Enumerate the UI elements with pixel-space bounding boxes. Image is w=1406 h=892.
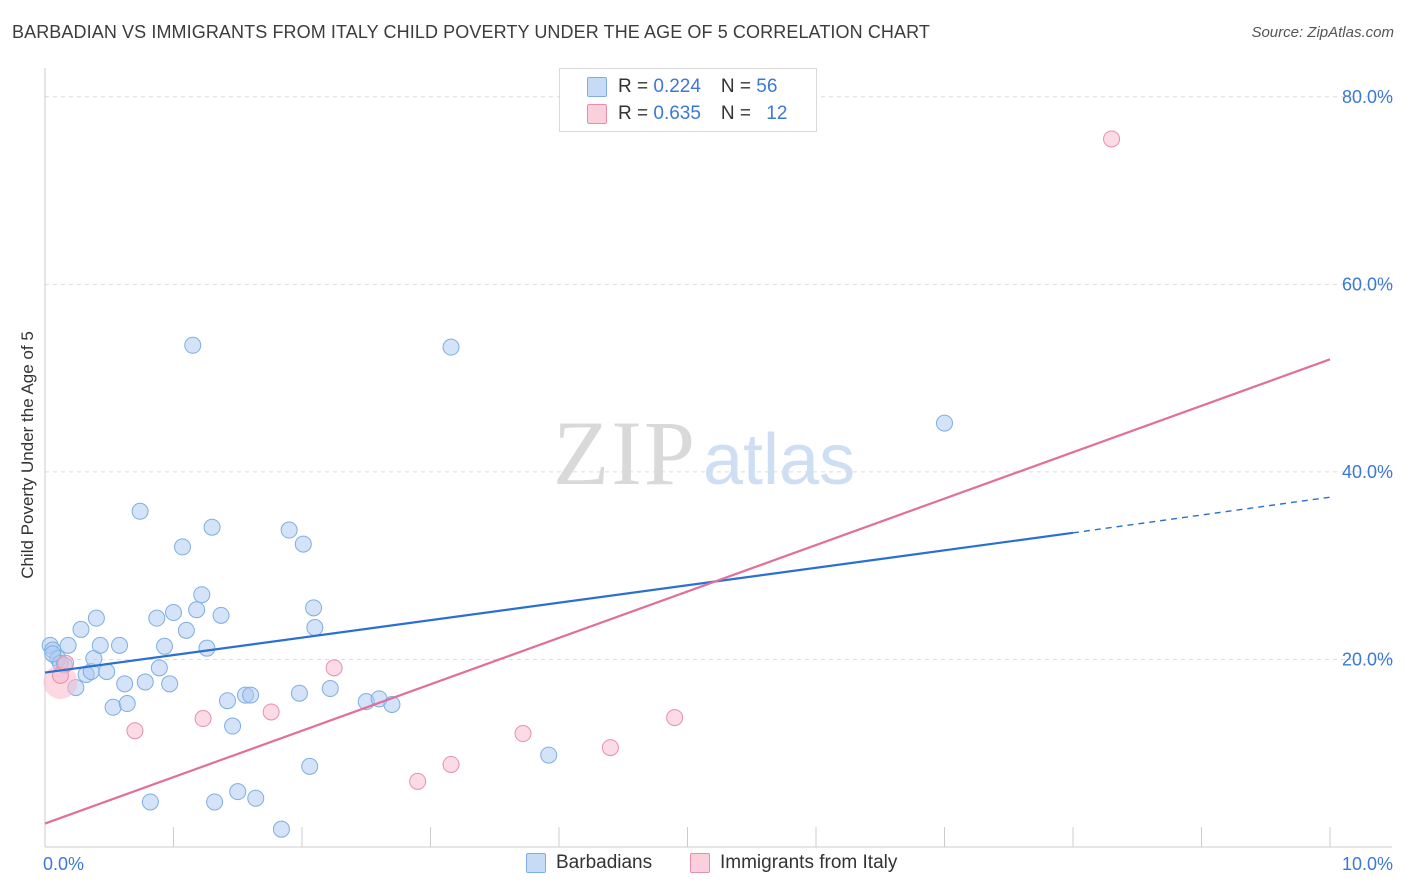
barbadian-point-14 (111, 636, 129, 654)
barbadian-point-30 (198, 639, 216, 657)
barbadian-point-45 (305, 599, 323, 617)
barbadian-point-23 (161, 675, 179, 693)
barbadian-point-35 (224, 717, 242, 735)
barbadian-point-25 (173, 538, 191, 556)
barbadian-point-20 (148, 609, 166, 627)
italy-point-2 (126, 722, 144, 740)
chart-title: BARBADIAN VS IMMIGRANTS FROM ITALY CHILD… (12, 22, 930, 42)
barbadian-point-15 (116, 675, 134, 693)
barbadian-point-26 (177, 621, 195, 639)
barbadian-point-17 (131, 502, 149, 520)
barbadian-point-36 (229, 783, 247, 801)
barbadian-point-10 (87, 609, 105, 627)
barbadian-point-18 (136, 673, 154, 691)
italy-point-8 (514, 725, 532, 743)
italy-point-4 (262, 703, 280, 721)
italy-point-6 (409, 772, 427, 790)
legend-swatch-barbadians-icon (526, 853, 546, 873)
legend-swatch-italy-icon (690, 853, 710, 873)
watermark: ZIPatlas (553, 400, 855, 506)
barbadian-point-33 (212, 606, 230, 624)
barbadian-point-24 (165, 604, 182, 622)
legend-item-italy[interactable]: Immigrants from Italy (690, 852, 897, 874)
stats-text: R = 0.224 N = 56 (618, 76, 778, 97)
barbadian-point-44 (301, 757, 319, 775)
barbadian-point-27 (184, 336, 202, 354)
barbadian-point-21 (150, 659, 168, 677)
barbadian-point-19 (141, 793, 159, 811)
barbadian-point-54 (44, 645, 62, 663)
barbadian-point-13 (104, 698, 122, 716)
barbadian-point-11 (91, 636, 109, 654)
barbadian-point-41 (280, 521, 298, 539)
y-tick-label-2: 60.0% (1342, 274, 1393, 294)
italy-point-11 (1103, 130, 1121, 148)
italy-point-9 (601, 739, 619, 757)
axes (44, 68, 1392, 848)
barbadian-point-51 (442, 338, 460, 356)
italy-point-5 (325, 659, 343, 677)
barbadian-trend-extension (1072, 496, 1331, 534)
legend-swatch-barbadians-icon (587, 77, 607, 97)
italy-point-10 (666, 709, 684, 727)
italy-point-3 (194, 710, 212, 728)
barbadian-point-52 (540, 746, 558, 764)
y-tick-label-3: 80.0% (1342, 87, 1393, 107)
barbadian-point-16 (118, 695, 136, 713)
barbadian-trend-line (44, 531, 1074, 674)
barbadian-point-38 (242, 686, 260, 704)
barbadian-point-28 (188, 601, 206, 619)
grid-lines (45, 96, 1392, 660)
barbadian-point-6 (72, 620, 90, 638)
x-tick-label-1: 10.0% (1342, 854, 1393, 874)
watermark-zip: ZIP (553, 402, 697, 504)
stats-text: R = 0.635 N = 12 (618, 103, 788, 124)
legend-label-italy: Immigrants from Italy (720, 852, 898, 873)
barbadian-point-47 (321, 680, 339, 698)
source-label: Source: ZipAtlas.com (1251, 24, 1394, 41)
y-tick-label-0: 20.0% (1342, 649, 1393, 669)
watermark-atlas: atlas (703, 420, 856, 500)
y-tick-label-1: 40.0% (1342, 462, 1393, 482)
tick-labels: 20.0% 40.0% 60.0% 80.0% 0.0% 10.0% (43, 87, 1393, 874)
stats-legend: R = 0.224 N = 56 R = 0.635 N = 12 (559, 68, 817, 132)
legend-item-barbadians[interactable]: Barbadians (526, 852, 652, 874)
trend-lines (44, 358, 1331, 825)
barbadian-point-46 (306, 619, 324, 637)
barbadian-point-31 (203, 518, 221, 536)
legend-label-barbadians: Barbadians (556, 852, 653, 873)
barbadian-point-53 (936, 414, 953, 432)
barbadian-point-22 (156, 637, 174, 655)
series-legend: Barbadians Immigrants from Italy (0, 852, 1406, 878)
barbadian-point-34 (218, 692, 236, 710)
barbadian-point-29 (193, 586, 211, 604)
barbadian-point-32 (206, 793, 224, 811)
data-points (41, 130, 1121, 838)
x-tick-label-0: 0.0% (43, 854, 84, 874)
barbadian-point-43 (294, 535, 312, 553)
barbadian-point-39 (247, 789, 265, 807)
legend-swatch-italy-icon (587, 104, 607, 124)
barbadian-point-40 (272, 820, 290, 838)
barbadian-point-4 (59, 636, 77, 654)
barbadian-point-42 (290, 684, 308, 702)
italy-point-7 (442, 755, 460, 773)
italy-point-1 (57, 654, 75, 672)
italy-trend-line (44, 358, 1331, 825)
